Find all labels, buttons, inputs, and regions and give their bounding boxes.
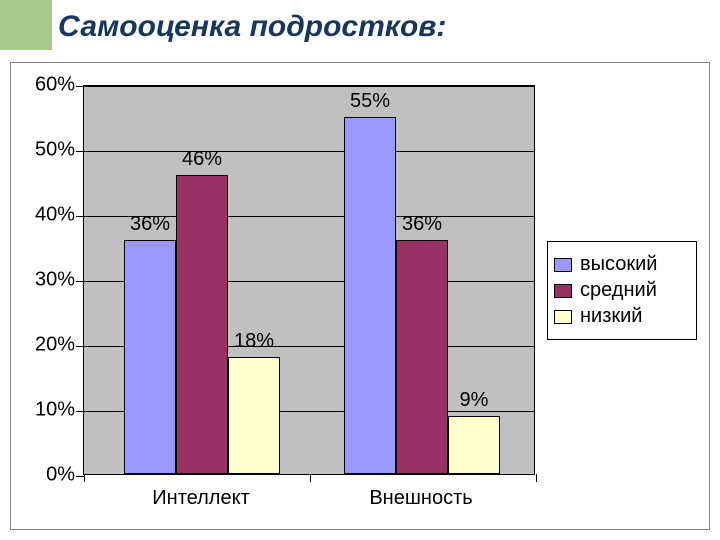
x-axis-labels: Интеллект Внешность: [83, 481, 535, 511]
y-axis-label: 50%: [15, 139, 75, 162]
plot-area: 36% 46% 18% 55% 36% 9%: [83, 85, 535, 475]
y-axis-label: 40%: [15, 204, 75, 227]
legend-item: средний: [554, 279, 690, 302]
legend-label: высокий: [580, 253, 657, 276]
bar-value-label: 55%: [350, 90, 390, 113]
legend-swatch: [554, 258, 572, 272]
legend-item: высокий: [554, 253, 690, 276]
bar: [448, 416, 500, 475]
legend-swatch: [554, 284, 572, 298]
legend-label: средний: [580, 279, 657, 302]
bar: [344, 117, 396, 475]
legend-item: низкий: [554, 305, 690, 328]
y-tick: [76, 476, 84, 477]
y-tick: [76, 281, 84, 282]
chart-container: 0% 10% 20% 30% 40% 50% 60% 36% 46% 18% 55% 36% 9% И…: [10, 62, 710, 530]
y-axis-label: 30%: [15, 269, 75, 292]
bar-value-label: 36%: [130, 213, 170, 236]
bar-value-label: 46%: [182, 148, 222, 171]
legend: высокий средний низкий: [547, 241, 697, 340]
bar-value-label: 18%: [234, 330, 274, 353]
y-tick: [76, 151, 84, 152]
y-axis-label: 60%: [15, 74, 75, 97]
legend-label: низкий: [580, 305, 642, 328]
x-axis-label: Внешность: [369, 487, 472, 510]
y-tick: [76, 86, 84, 87]
x-tick: [536, 474, 537, 482]
bar: [396, 240, 448, 474]
grid-line: [84, 86, 534, 87]
y-axis-label: 0%: [15, 464, 75, 487]
x-axis-label: Интеллект: [152, 487, 249, 510]
y-axis-label: 10%: [15, 399, 75, 422]
bar: [176, 175, 228, 474]
y-axis-labels: 0%10%20%30%40%50%60%: [15, 85, 75, 475]
bar: [124, 240, 176, 474]
y-tick: [76, 346, 84, 347]
page-title: Самооценка подростков:: [58, 10, 446, 44]
bar: [228, 357, 280, 474]
y-tick: [76, 411, 84, 412]
legend-swatch: [554, 310, 572, 324]
bar-value-label: 36%: [402, 213, 442, 236]
y-tick: [76, 216, 84, 217]
y-axis-label: 20%: [15, 334, 75, 357]
grid-line: [84, 151, 534, 152]
bar-value-label: 9%: [460, 389, 489, 412]
accent-bar: [0, 0, 52, 50]
